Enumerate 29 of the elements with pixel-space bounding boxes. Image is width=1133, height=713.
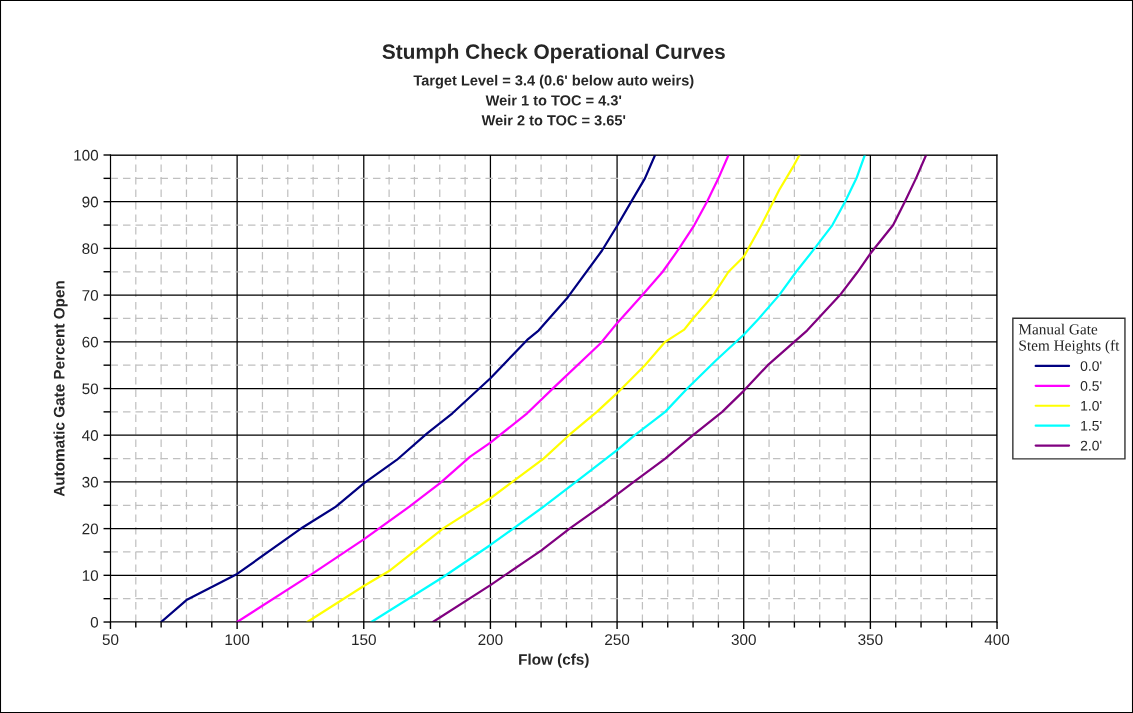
y-tick-label: 10 — [82, 570, 99, 582]
x-tick-label: 250 — [605, 634, 630, 646]
y-tick-label: 90 — [82, 196, 99, 208]
x-tick-label: 350 — [858, 634, 883, 646]
y-tick-label: 50 — [82, 383, 99, 395]
y-tick-label: 100 — [74, 149, 99, 161]
chart-subtitle: Target Level = 3.4 (0.6' below auto weirs) Weir 1 to TOC = 4.3' Weir 2 to TOC = 3.65' — [413, 74, 694, 126]
x-tick-label: 300 — [731, 634, 756, 646]
y-tick-label: 80 — [82, 243, 99, 255]
chart-title: Stumph Check Operational Curves — [382, 43, 725, 64]
y-tick-label: 40 — [82, 430, 99, 441]
y-tick-label: 20 — [82, 523, 99, 535]
y-axis-title: Automatic Gate Percent Open — [53, 281, 68, 497]
x-tick-label: 50 — [102, 634, 119, 646]
legend-label: 2.0' — [1080, 440, 1102, 451]
y-tick-label: 30 — [82, 476, 99, 488]
y-tick-label: 60 — [82, 336, 99, 348]
legend-label: 0.5' — [1080, 381, 1102, 391]
legend-title: Manual Gate Stem Heights (ft — [1018, 323, 1120, 354]
legend-label: 1.0' — [1081, 400, 1102, 411]
x-tick-label: 150 — [352, 634, 376, 646]
legend-label: 1.5' — [1081, 420, 1102, 431]
y-tick-label: 70 — [82, 289, 99, 301]
x-axis-title: Flow (cfs) — [519, 653, 589, 668]
legend-label: 0.0' — [1080, 361, 1102, 371]
y-tick-label: 0 — [90, 616, 99, 628]
x-tick-label: 400 — [984, 634, 1010, 646]
x-tick-label: 100 — [225, 634, 250, 646]
x-tick-label: 200 — [478, 634, 503, 646]
